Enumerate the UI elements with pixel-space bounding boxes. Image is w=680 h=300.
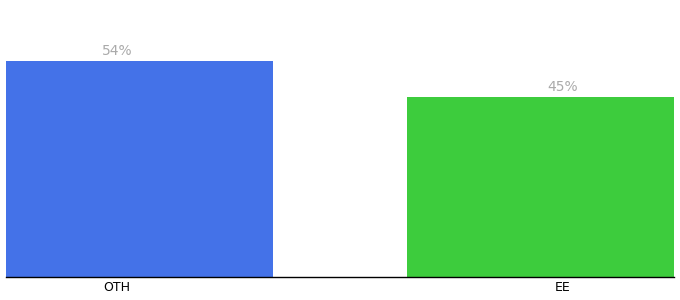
Text: 45%: 45%: [547, 80, 578, 94]
Text: 54%: 54%: [102, 44, 133, 58]
Bar: [407, 97, 680, 277]
Bar: [0, 61, 273, 277]
